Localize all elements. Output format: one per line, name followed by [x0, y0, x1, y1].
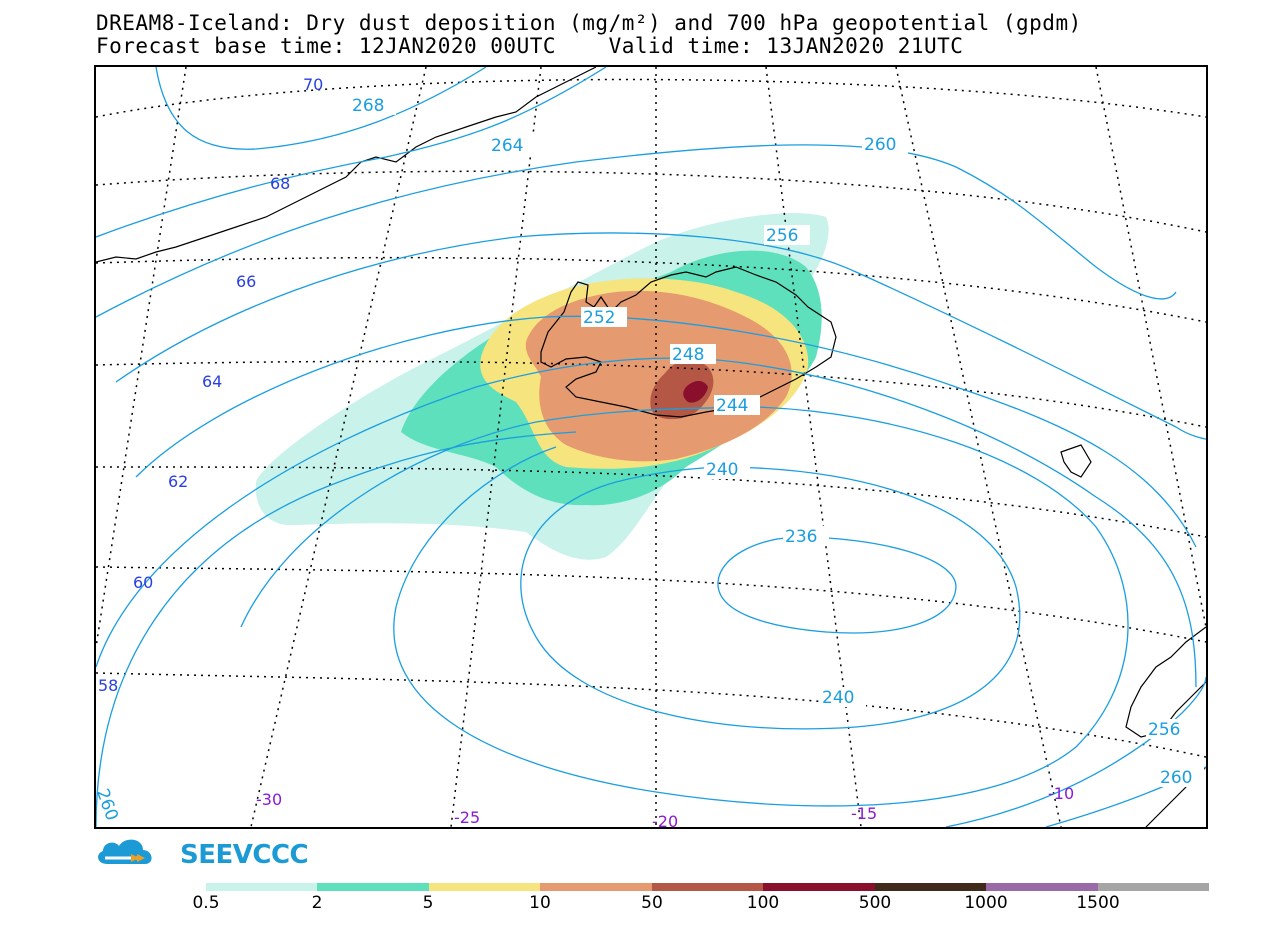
iceland-coast [540, 266, 837, 418]
latitude-line-68 [96, 170, 1206, 233]
svg-text:260: 260 [1160, 768, 1192, 788]
legend-swatch-100-500 [763, 883, 875, 891]
contour-label-256: 256 [764, 225, 810, 246]
longitude-line-35 [96, 67, 187, 648]
contour-236 [717, 536, 957, 634]
svg-text:240: 240 [822, 688, 854, 708]
latitude-line-66 [96, 256, 1206, 323]
legend-label-1500: 1500 [1076, 893, 1120, 913]
contour-244 [240, 406, 747, 628]
legend-label-50: 50 [641, 893, 663, 913]
legend-swatch-50-100 [651, 883, 764, 891]
contour-256-south [945, 676, 1206, 827]
legend-label-2: 2 [311, 893, 323, 913]
lat-label-60: 60 [133, 573, 153, 592]
contour-label-260: 260 [862, 134, 908, 155]
legend-label-0.5: 0.5 [192, 893, 220, 913]
latitude-line-70 [96, 78, 1206, 118]
contour-label-260-east: 260 [1158, 767, 1204, 788]
lon-label-10: -10 [1048, 784, 1074, 803]
legend-swatch-500-1000 [874, 883, 987, 891]
lon-label-30: -30 [256, 790, 282, 809]
legend-swatch-10-50 [540, 883, 652, 891]
contour-label-240-south: 240 [820, 687, 866, 708]
svg-text:268: 268 [352, 96, 384, 116]
map-panel: 268 264 260 256 252 248 244 240 236 240 … [94, 65, 1208, 829]
greenland-coast [96, 67, 597, 263]
svg-text:236: 236 [785, 527, 817, 547]
color-legend [206, 883, 1209, 891]
contour-label-264: 264 [489, 135, 535, 156]
latitude-line-60 [96, 566, 1206, 643]
latitude-line-58 [96, 672, 1206, 758]
lat-label-70: 70 [303, 75, 323, 94]
lat-label-58: 58 [98, 676, 118, 695]
svg-text:244: 244 [716, 396, 748, 416]
lon-label-15: -15 [851, 804, 877, 823]
contour-248 [96, 357, 1197, 688]
dust-level-100 [683, 381, 708, 403]
contour-260-west [96, 144, 1177, 318]
contour-240 [520, 466, 1021, 730]
contour-252-outer [96, 431, 577, 827]
contour-244-ring [393, 406, 1129, 807]
svg-text:248: 248 [672, 345, 704, 365]
dust-deposition-shading [255, 213, 829, 560]
legend-swatch-2-5 [317, 883, 429, 891]
contour-label-252: 252 [581, 307, 627, 328]
legend-label-500: 500 [858, 893, 892, 913]
lon-label-20: -20 [652, 812, 678, 827]
dust-level-50 [650, 360, 714, 420]
legend-swatch-5-10 [428, 883, 541, 891]
cloud-arrow-icon [98, 839, 152, 864]
legend-swatch-1000-1500 [986, 883, 1098, 891]
map-canvas: 268 264 260 256 252 248 244 240 236 240 … [96, 67, 1206, 827]
contour-264 [96, 67, 607, 238]
svg-text:256: 256 [1148, 720, 1180, 740]
legend-swatch-0.5-2 [206, 883, 318, 891]
dust-level-10 [525, 290, 792, 462]
contour-label-268: 268 [350, 95, 396, 116]
map-title-line1: DREAM8-Iceland: Dry dust deposition (mg/… [96, 11, 1082, 35]
lat-label-64: 64 [202, 372, 222, 391]
legend-label-5: 5 [422, 893, 434, 913]
contour-268 [155, 67, 487, 150]
contour-label-248: 248 [670, 344, 716, 365]
latitude-line-64 [96, 360, 1206, 428]
contour-label-260-sw: 260 [96, 786, 122, 823]
svg-text:264: 264 [491, 136, 523, 156]
contour-256 [115, 232, 1206, 440]
geopotential-contours [96, 67, 1206, 827]
contour-label-240: 240 [704, 459, 750, 480]
faroe-islands-coast [1060, 444, 1092, 478]
legend-label-1000: 1000 [964, 893, 1008, 913]
lon-label-25: -25 [454, 808, 480, 827]
contour-252 [135, 315, 1197, 548]
lat-label-62: 62 [168, 472, 188, 491]
logo-text: SEEVCCC [180, 840, 309, 870]
lat-label-68: 68 [270, 174, 290, 193]
svg-text:256: 256 [766, 226, 798, 246]
longitude-line-15 [765, 67, 862, 827]
legend-label-100: 100 [746, 893, 780, 913]
norway-coast [1125, 626, 1206, 738]
contour-label-236: 236 [783, 526, 829, 547]
legend-swatch-1500-plus [1097, 883, 1209, 891]
svg-text:260: 260 [96, 786, 122, 823]
contour-label-256-east: 256 [1146, 719, 1192, 740]
legend-label-10: 10 [529, 893, 551, 913]
contour-label-244: 244 [714, 395, 760, 416]
lat-label-66: 66 [236, 272, 256, 291]
longitude-line-10 [895, 67, 1062, 827]
longitude-line-25 [450, 67, 542, 827]
svg-text:260: 260 [864, 135, 896, 155]
svg-text:252: 252 [583, 308, 615, 328]
svg-text:240: 240 [706, 460, 738, 480]
map-title-line2: Forecast base time: 12JAN2020 00UTC Vali… [96, 34, 964, 58]
seevccc-logo [98, 839, 152, 864]
